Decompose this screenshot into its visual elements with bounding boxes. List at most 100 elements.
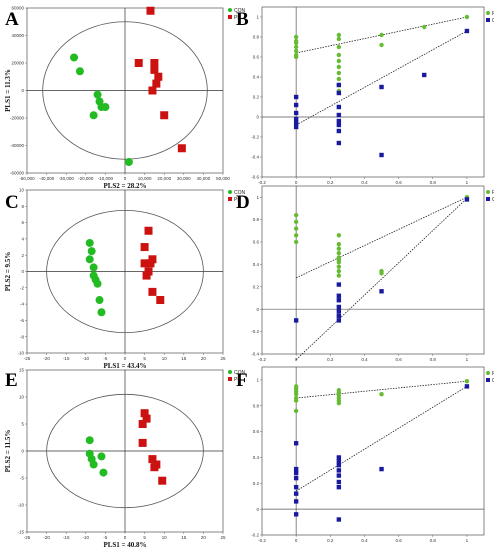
y-tick-label: 8 (21, 204, 24, 209)
y-tick-label: -8 (20, 334, 24, 339)
y-tick-label: -0.2 (251, 533, 259, 538)
point-q2 (379, 466, 384, 472)
y-tick-label: -0.6 (251, 175, 259, 180)
legend-label: CON (234, 370, 246, 376)
point-pe (138, 420, 147, 428)
point-q2 (464, 384, 470, 389)
legend-label: PE (234, 15, 241, 21)
legend-label: PE (234, 197, 241, 203)
x-tick-label: 1 (466, 538, 469, 543)
y-tick-label: 5 (21, 422, 24, 427)
point-r2 (336, 400, 342, 406)
x-tick-label: 0 (295, 180, 298, 185)
x-tick-label: 20 (201, 535, 207, 540)
point-q2 (336, 318, 342, 323)
x-tick-label: 10 (162, 356, 168, 361)
point-q2 (336, 479, 342, 485)
legend-marker (228, 197, 232, 201)
point-con (85, 238, 94, 247)
x-tick-label: -25 (24, 356, 31, 361)
x-tick-label: 20 (201, 356, 207, 361)
y-tick-label: 1 (256, 15, 259, 20)
point-q2 (336, 282, 342, 287)
point-r2 (336, 273, 342, 278)
point-q2 (336, 484, 342, 490)
point-q2 (293, 491, 299, 496)
point-q2 (293, 102, 299, 108)
point-r2 (379, 32, 384, 38)
x-tick-label: 1 (466, 357, 469, 362)
point-q2 (336, 304, 342, 310)
point-q2 (336, 517, 342, 522)
point-con (87, 247, 96, 256)
legend-label: Q2 (492, 197, 494, 203)
point-q2 (336, 122, 342, 128)
panel-letter: B (236, 9, 249, 30)
point-q2 (293, 116, 299, 122)
point-q2 (293, 499, 299, 504)
y-tick-label: 0 (21, 269, 24, 274)
x-tick-label: 0.8 (430, 538, 437, 543)
point-q2 (336, 455, 342, 460)
y-tick-label: -4 (20, 302, 24, 307)
point-pe (144, 226, 153, 235)
point-q2 (293, 475, 299, 481)
point-pe (177, 144, 186, 153)
panel-c: C-25 -20 -15 -10 -5 0 5 10 15 20 25-10-8-6-4-20246… (4, 188, 246, 370)
point-r2 (379, 271, 384, 276)
x-tick-label: -50,000 (19, 176, 35, 181)
point-q2 (293, 441, 299, 446)
panel-d: D-0.200.20.40.60.81-0.4-0.200.20.40.60.8… (236, 185, 494, 362)
point-r2 (293, 398, 299, 403)
point-q2 (379, 84, 384, 90)
x-tick-label: -20 (43, 535, 50, 540)
y-tick-label: 0.6 (253, 55, 260, 60)
y-axis-label: PLS2 = 11.5% (4, 430, 12, 473)
point-q2 (336, 298, 342, 303)
point-pe (148, 287, 157, 296)
x-axis-label: PLS2 = 28.2% (103, 182, 146, 190)
x-tick-label: 0.2 (327, 538, 334, 543)
point-pe (156, 296, 165, 305)
panel-letter: C (5, 192, 19, 213)
legend-label: R2 (492, 190, 494, 196)
x-tick-label: -5 (103, 356, 107, 361)
point-con (93, 90, 102, 99)
legend-marker (486, 11, 490, 15)
point-con (85, 255, 94, 264)
x-tick-label: 25 (220, 356, 226, 361)
legend-label: Q2 (492, 18, 494, 24)
point-pe (148, 86, 157, 95)
point-q2 (336, 118, 342, 124)
point-r2 (464, 14, 470, 20)
point-r2 (336, 264, 342, 269)
x-tick-label: 40,000 (197, 176, 211, 181)
y-tick-label: 1 (256, 195, 259, 200)
x-tick-label: 0.4 (361, 357, 368, 362)
point-con (89, 111, 98, 120)
point-con (124, 158, 133, 166)
x-tick-label: 0.8 (430, 357, 437, 362)
x-tick-label: -10,000 (98, 176, 114, 181)
legend-marker (486, 190, 490, 194)
y-tick-label: 0.2 (253, 95, 260, 100)
point-q2 (293, 470, 299, 476)
point-pe (140, 259, 149, 268)
y-tick-label: 0 (256, 507, 259, 512)
point-q2 (336, 112, 342, 118)
legend-marker (228, 8, 232, 12)
point-r2 (336, 70, 342, 76)
point-pe (160, 111, 169, 120)
x-tick-label: 0 (124, 356, 127, 361)
panel-letter: E (5, 370, 18, 391)
legend-marker (228, 377, 232, 381)
legend-label: R2 (492, 371, 494, 377)
x-tick-label: -0.2 (258, 357, 266, 362)
point-q2 (379, 289, 384, 294)
y-tick-label: -40000 (10, 143, 25, 148)
point-r2 (336, 36, 342, 42)
y-tick-label: 0 (21, 88, 24, 93)
y-tick-label: -10 (17, 351, 24, 356)
y-tick-label: 0 (21, 449, 24, 454)
